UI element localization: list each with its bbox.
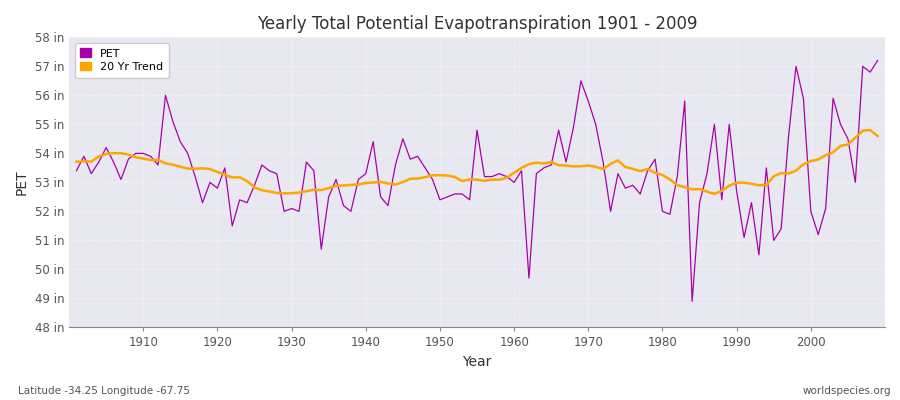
Text: Latitude -34.25 Longitude -67.75: Latitude -34.25 Longitude -67.75 (18, 386, 190, 396)
Title: Yearly Total Potential Evapotranspiration 1901 - 2009: Yearly Total Potential Evapotranspiratio… (256, 15, 698, 33)
Legend: PET, 20 Yr Trend: PET, 20 Yr Trend (75, 43, 169, 78)
X-axis label: Year: Year (463, 355, 491, 369)
Y-axis label: PET: PET (15, 170, 29, 195)
Text: worldspecies.org: worldspecies.org (803, 386, 891, 396)
